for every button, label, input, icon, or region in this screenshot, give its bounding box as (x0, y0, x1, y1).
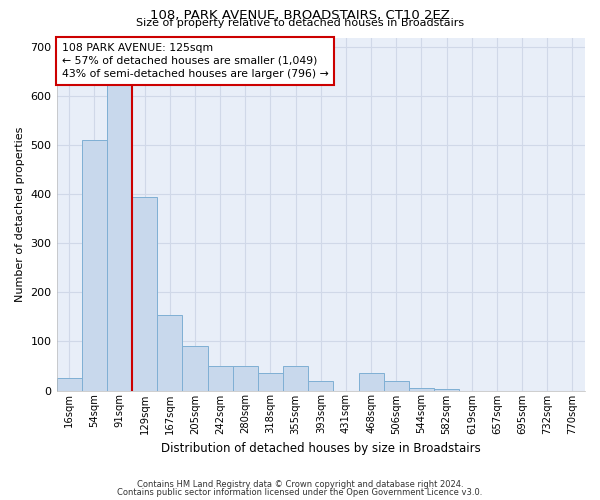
Bar (359, 374, 383, 390)
Y-axis label: Number of detached properties: Number of detached properties (15, 126, 25, 302)
Bar (157, 314, 182, 390)
Text: 108, PARK AVENUE, BROADSTAIRS, CT10 2EZ: 108, PARK AVENUE, BROADSTAIRS, CT10 2EZ (150, 9, 450, 22)
Bar (233, 366, 258, 390)
X-axis label: Distribution of detached houses by size in Broadstairs: Distribution of detached houses by size … (161, 442, 481, 455)
Bar (409, 388, 434, 390)
Bar (434, 389, 459, 390)
Bar (132, 197, 157, 390)
Text: Contains public sector information licensed under the Open Government Licence v3: Contains public sector information licen… (118, 488, 482, 497)
Text: 108 PARK AVENUE: 125sqm
← 57% of detached houses are smaller (1,049)
43% of semi: 108 PARK AVENUE: 125sqm ← 57% of detache… (62, 43, 329, 79)
Text: Contains HM Land Registry data © Crown copyright and database right 2024.: Contains HM Land Registry data © Crown c… (137, 480, 463, 489)
Bar (383, 380, 409, 390)
Text: Size of property relative to detached houses in Broadstairs: Size of property relative to detached ho… (136, 18, 464, 28)
Bar (182, 346, 208, 391)
Bar (283, 366, 308, 390)
Bar (208, 366, 233, 390)
Bar (258, 374, 283, 390)
Bar (56, 378, 82, 390)
Bar (308, 380, 334, 390)
Bar (107, 82, 132, 390)
Bar (82, 140, 107, 390)
